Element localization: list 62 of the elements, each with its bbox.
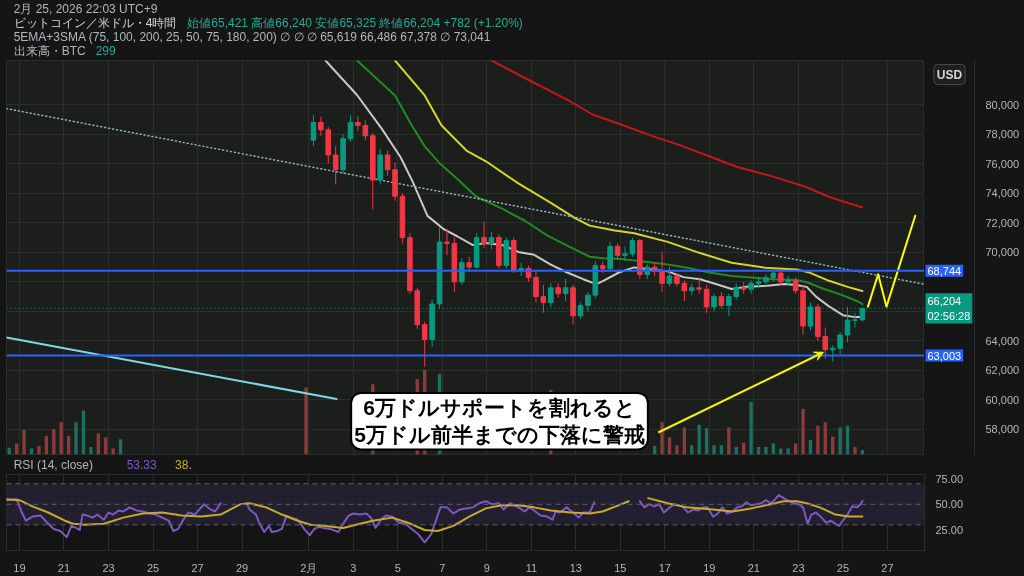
- y-tick-label: 60,000: [985, 393, 1020, 406]
- candlestick: [703, 284, 710, 314]
- x-tick-label: 5: [394, 561, 401, 574]
- y-axis-title: USD: [936, 67, 963, 82]
- text: 299: [95, 44, 116, 58]
- candlestick: [421, 321, 428, 368]
- candlestick: [548, 282, 554, 308]
- text: 38.: [175, 458, 192, 472]
- x-tick-label: 3: [350, 561, 357, 574]
- ref-line-label: 66,204 02:56:28: [927, 295, 971, 322]
- x-tick-label: 11: [525, 561, 538, 574]
- y-tick-label: 62,000: [985, 364, 1020, 377]
- y-tick-label: 58,000: [985, 423, 1020, 436]
- x-tick-label: 27: [191, 561, 204, 574]
- candlestick: [318, 116, 324, 137]
- candlestick: [540, 284, 547, 314]
- candlestick: [332, 145, 339, 185]
- y-tick-label: 78,000: [985, 128, 1020, 141]
- y-tick-label: 76,000: [985, 157, 1020, 170]
- y-tick-label: 72,000: [985, 216, 1020, 229]
- x-tick-label: 21: [57, 561, 71, 574]
- chart-title: 出来高・BTC: [13, 43, 87, 58]
- x-tick-label: 13: [569, 561, 582, 574]
- x-tick-label: 23: [102, 561, 115, 574]
- x-tick-label: 17: [658, 561, 671, 574]
- text: 5EMA+3SMA (75, 100, 200, 25, 50, 75, 180, 200) ∅ ∅ ∅ 65,619 66,486 67,378 ∅ 73,041: [13, 29, 491, 44]
- x-tick-label: 9: [483, 561, 490, 574]
- text: 53.33: [126, 458, 157, 472]
- x-tick-label: 7: [439, 561, 446, 574]
- candlestick: [659, 251, 665, 293]
- candlestick: [533, 269, 539, 304]
- candlestick: [748, 279, 754, 295]
- candlestick: [666, 266, 673, 287]
- candlestick: [458, 257, 465, 286]
- y-tick-label: 50.00: [935, 498, 964, 511]
- x-tick-label: 19: [13, 561, 26, 574]
- y-tick-label: 25.00: [935, 523, 964, 536]
- chart-title: ビットコイン／米ドル・4時間: [13, 15, 177, 30]
- candlestick: [562, 278, 569, 302]
- chart-subtitle: 2月 25, 2026 22:03 UTC+9: [13, 1, 158, 16]
- y-tick-label: 75.00: [935, 472, 964, 485]
- x-tick-label: 2月: [300, 561, 318, 574]
- text: 始値65,421 高値66,240 安値65,325 終値66,204 +782 (+1.20%): [187, 15, 523, 30]
- candlestick: [310, 114, 317, 147]
- x-tick-label: 25: [836, 561, 850, 574]
- ref-line-label: 63,003: [927, 349, 962, 362]
- x-tick-label: 27: [881, 561, 894, 574]
- y-tick-label: 70,000: [985, 246, 1020, 259]
- x-tick-label: 29: [235, 561, 249, 574]
- candlestick: [607, 241, 613, 273]
- y-tick-label: 80,000: [985, 98, 1020, 111]
- x-tick-label: 21: [747, 561, 761, 574]
- x-tick-label: 19: [703, 561, 716, 574]
- candlestick: [518, 262, 524, 277]
- ref-line-label: 68,744: [927, 264, 962, 277]
- chart-title: RSI (14, close): [13, 457, 94, 472]
- x-tick-label: 23: [792, 561, 805, 574]
- candlestick: [481, 220, 487, 249]
- x-tick-label: 15: [614, 561, 627, 574]
- x-tick-label: 25: [146, 561, 160, 574]
- y-tick-label: 74,000: [985, 187, 1020, 200]
- y-tick-label: 64,000: [985, 334, 1020, 347]
